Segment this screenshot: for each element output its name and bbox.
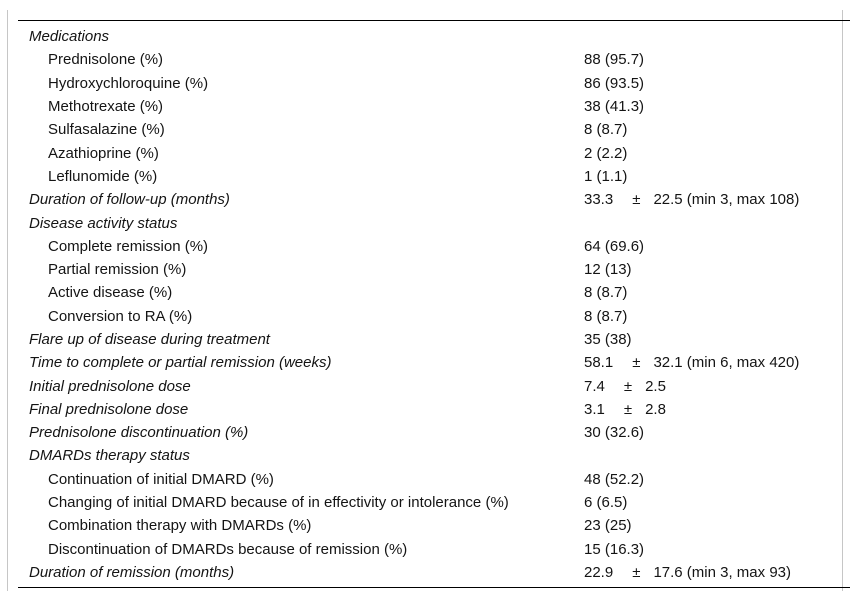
- table-row: Time to complete or partial remission (w…: [18, 351, 850, 374]
- row-value: 64 (69.6): [584, 237, 645, 255]
- row-label: Prednisolone (%): [48, 51, 164, 69]
- row-label: Complete remission (%): [48, 237, 209, 255]
- row-value: 15 (16.3): [584, 540, 645, 558]
- row-value: 8 (8.7): [584, 121, 628, 139]
- row-label: Medications: [29, 28, 110, 46]
- plus-minus-symbol: ±: [632, 563, 641, 581]
- table-row: Methotrexate (%) 38 (41.3): [18, 95, 850, 118]
- table-row: Azathioprine (%) 2 (2.2): [18, 141, 850, 164]
- row-label: Conversion to RA (%): [48, 307, 193, 325]
- row-value: 88 (95.7): [584, 51, 645, 69]
- table-row: Continuation of initial DMARD (%) 48 (52…: [18, 468, 850, 491]
- row-label: Sulfasalazine (%): [48, 121, 165, 139]
- row-label: Initial prednisolone dose: [29, 377, 191, 395]
- row-label: Prednisolone discontinuation (%): [29, 424, 249, 442]
- table-row: Changing of initial DMARD because of in …: [18, 491, 850, 514]
- table-row: Combination therapy with DMARDs (%) 23 (…: [18, 514, 850, 537]
- table-row: Partial remission (%) 12 (13): [18, 258, 850, 281]
- clinical-outcomes-table: Medications Prednisolone (%) 88 (95.7) H…: [18, 20, 850, 589]
- table-row: DMARDs therapy status: [18, 444, 850, 467]
- row-value: 1 (1.1): [584, 167, 628, 185]
- table-row: Conversion to RA (%) 8 (8.7): [18, 305, 850, 328]
- plus-minus-symbol: ±: [623, 400, 633, 418]
- row-value: 2 (2.2): [584, 144, 628, 162]
- row-value: 35 (38): [584, 331, 632, 348]
- row-value: 23 (25): [584, 517, 632, 535]
- table-row: Hydroxychloroquine (%) 86 (93.5): [18, 72, 850, 95]
- table-row: Duration of follow-up (months) 33.3 ±22.5…: [18, 188, 850, 211]
- plus-minus-symbol: ±: [632, 354, 641, 372]
- row-label: Methotrexate (%): [48, 98, 164, 116]
- table-row: Discontinuation of DMARDs because of rem…: [18, 538, 850, 561]
- row-value: 8 (8.7): [584, 284, 628, 302]
- table-row: Flare up of disease during treatment 35 …: [18, 328, 850, 351]
- row-label: Active disease (%): [48, 284, 173, 302]
- table-row: Medications: [18, 25, 850, 48]
- table-row: Leflunomide (%) 1 (1.1): [18, 165, 850, 188]
- row-value: 8 (8.7): [584, 307, 628, 325]
- row-label: Final prednisolone dose: [29, 400, 189, 418]
- row-value: 86 (93.5): [584, 74, 645, 92]
- row-value: 22.9 ±17.6 (min 3, max 93): [584, 563, 791, 581]
- row-value: 58.1 ±32.1 (min 6, max 420): [584, 354, 800, 372]
- plus-minus-symbol: ±: [623, 377, 633, 395]
- row-label: Flare up of disease during treatment: [29, 331, 270, 348]
- table-row: Complete remission (%) 64 (69.6): [18, 235, 850, 258]
- table-row: Prednisolone discontinuation (%) 30 (32.…: [18, 421, 850, 444]
- row-value: 6 (6.5): [584, 494, 628, 512]
- table-row: Disease activity status: [18, 211, 850, 234]
- table-row: Active disease (%) 8 (8.7): [18, 281, 850, 304]
- row-label: DMARDs therapy status: [29, 447, 190, 465]
- row-label: Disease activity status: [29, 214, 178, 232]
- row-value: 7.4 ±2.5: [584, 377, 666, 395]
- row-value: 12 (13): [584, 261, 632, 279]
- row-label: Hydroxychloroquine (%): [48, 74, 209, 92]
- row-label: Partial remission (%): [48, 261, 187, 279]
- row-label: Combination therapy with DMARDs (%): [48, 517, 312, 535]
- row-label: Duration of remission (months): [29, 563, 235, 581]
- plus-minus-symbol: ±: [632, 191, 641, 209]
- row-value: 3.1 ±2.8: [584, 400, 666, 418]
- row-value: 30 (32.6): [584, 424, 645, 442]
- row-label: Azathioprine (%): [48, 144, 159, 162]
- table-row: Initial prednisolone dose 7.4 ±2.5: [18, 374, 850, 397]
- row-label: Duration of follow-up (months): [29, 191, 230, 209]
- row-label: Changing of initial DMARD because of in …: [48, 494, 509, 512]
- table-row: Final prednisolone dose 3.1 ±2.8: [18, 398, 850, 421]
- row-label: Leflunomide (%): [48, 167, 158, 185]
- table-row: Sulfasalazine (%) 8 (8.7): [18, 118, 850, 141]
- page-frame: Medications Prednisolone (%) 88 (95.7) H…: [7, 10, 850, 591]
- row-label: Time to complete or partial remission (w…: [29, 354, 332, 372]
- row-label: Discontinuation of DMARDs because of rem…: [48, 540, 408, 558]
- table-row: Prednisolone (%) 88 (95.7): [18, 48, 850, 71]
- table-body: Medications Prednisolone (%) 88 (95.7) H…: [18, 25, 850, 584]
- row-value: 33.3 ±22.5 (min 3, max 108): [584, 191, 800, 209]
- row-value: 48 (52.2): [584, 470, 645, 488]
- row-value: 38 (41.3): [584, 98, 645, 116]
- table-row: Duration of remission (months) 22.9 ±17.6…: [18, 561, 850, 584]
- row-label: Continuation of initial DMARD (%): [48, 470, 274, 488]
